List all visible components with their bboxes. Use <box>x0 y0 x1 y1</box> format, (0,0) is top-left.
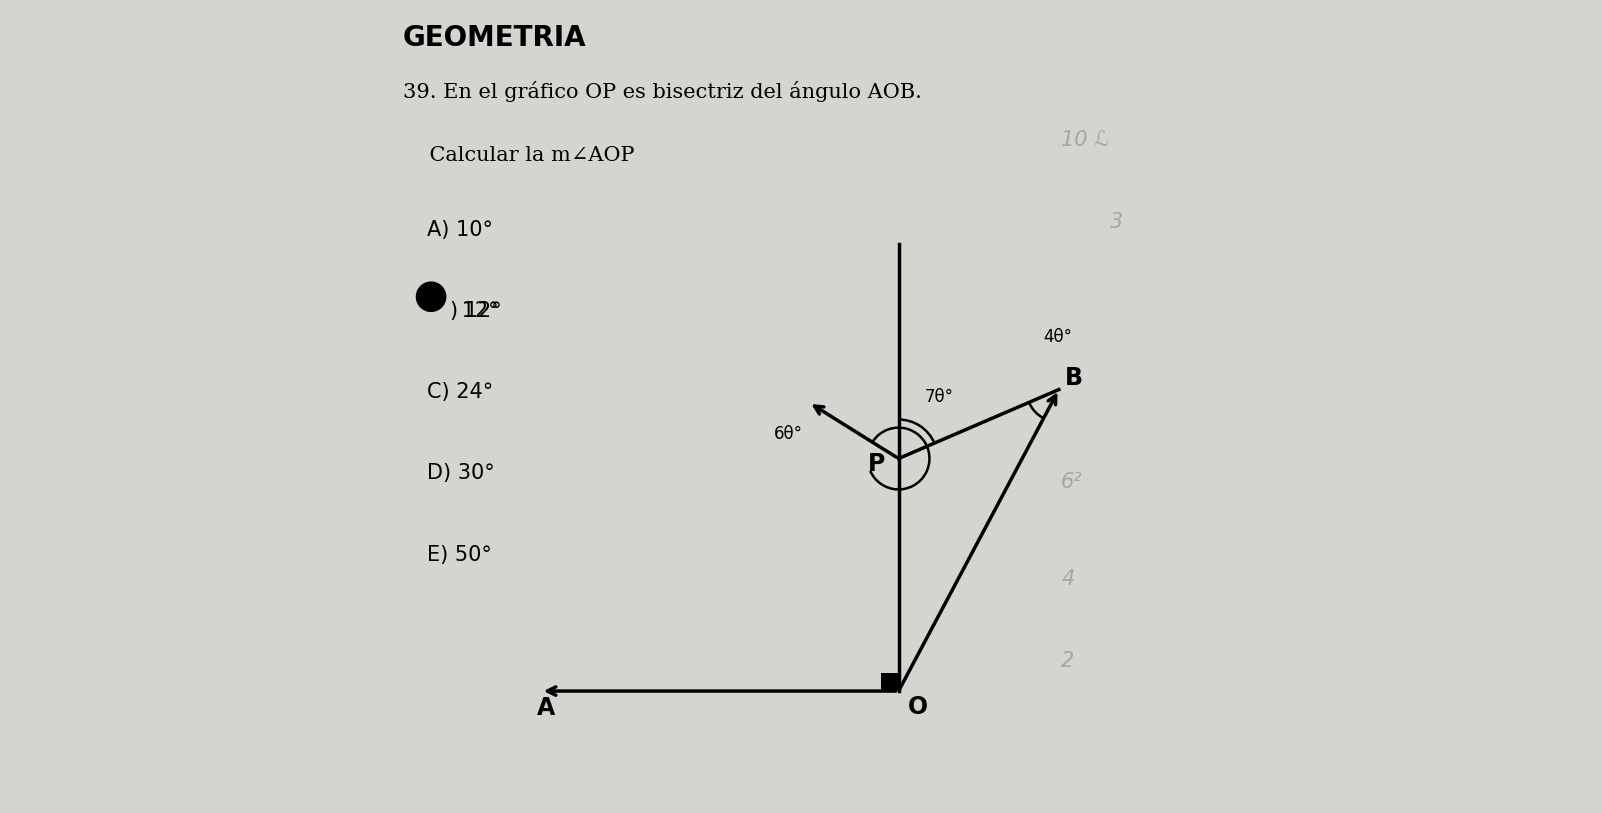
Text: 10 ℒ: 10 ℒ <box>1061 130 1109 150</box>
Text: 4: 4 <box>1061 569 1075 589</box>
Text: Calcular la m∠AOP: Calcular la m∠AOP <box>402 146 634 165</box>
Circle shape <box>417 282 445 311</box>
Text: B: B <box>1065 367 1083 390</box>
Text: C) 24°: C) 24° <box>428 382 493 402</box>
Text: A: A <box>537 697 554 720</box>
Text: 12°: 12° <box>455 301 500 321</box>
Text: B: B <box>420 289 431 304</box>
Text: 39. En el gráfico OP es bisectriz del ángulo AOB.: 39. En el gráfico OP es bisectriz del án… <box>402 81 921 102</box>
Text: D) 30°: D) 30° <box>428 463 495 484</box>
Text: 2: 2 <box>1061 650 1075 671</box>
Text: O: O <box>908 695 929 719</box>
Text: 3: 3 <box>1110 211 1123 232</box>
Bar <box>881 673 899 691</box>
Text: A) 10°: A) 10° <box>428 220 493 240</box>
Text: P: P <box>868 452 884 476</box>
Text: 4θ°: 4θ° <box>1043 328 1072 346</box>
Text: ) 12°: ) 12° <box>450 301 501 321</box>
Text: E) 50°: E) 50° <box>428 545 492 565</box>
Text: 7θ°: 7θ° <box>924 388 953 406</box>
Text: GEOMETRIA: GEOMETRIA <box>402 24 586 52</box>
Text: 6θ°: 6θ° <box>774 424 803 442</box>
Text: 6²: 6² <box>1061 472 1083 492</box>
